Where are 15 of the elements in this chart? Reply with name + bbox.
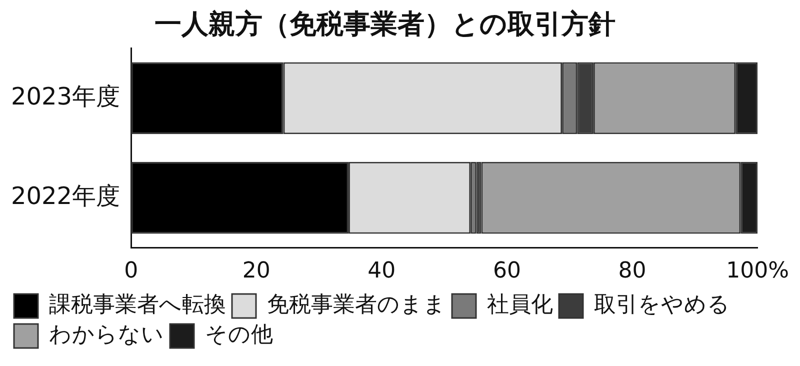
y-tick-label: 2023年度 — [11, 82, 120, 110]
legend-label: わからない — [49, 322, 164, 348]
x-tick-label: 60 — [492, 258, 521, 284]
x-tick-label: 0 — [124, 258, 138, 284]
legend-label: 免税事業者のまま — [267, 292, 446, 318]
x-tick-label: 40 — [368, 258, 396, 284]
legend-label: 取引をやめる — [594, 292, 730, 318]
legend-label: その他 — [205, 322, 273, 348]
legend-label: 社員化 — [487, 292, 553, 318]
x-tick-label: 20 — [242, 258, 270, 284]
y-tick-label: 2022年度 — [11, 182, 120, 210]
chart-title: 一人親方（免税事業者）との取引方針 — [154, 9, 616, 40]
x-tick-label: 80 — [618, 258, 646, 284]
x-tick-label: 100% — [726, 258, 790, 284]
legend-label: 課税事業者へ転換 — [49, 292, 226, 318]
